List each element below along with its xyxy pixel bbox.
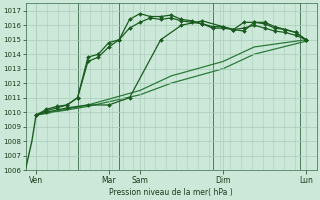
X-axis label: Pression niveau de la mer( hPa ): Pression niveau de la mer( hPa ) — [109, 188, 233, 197]
